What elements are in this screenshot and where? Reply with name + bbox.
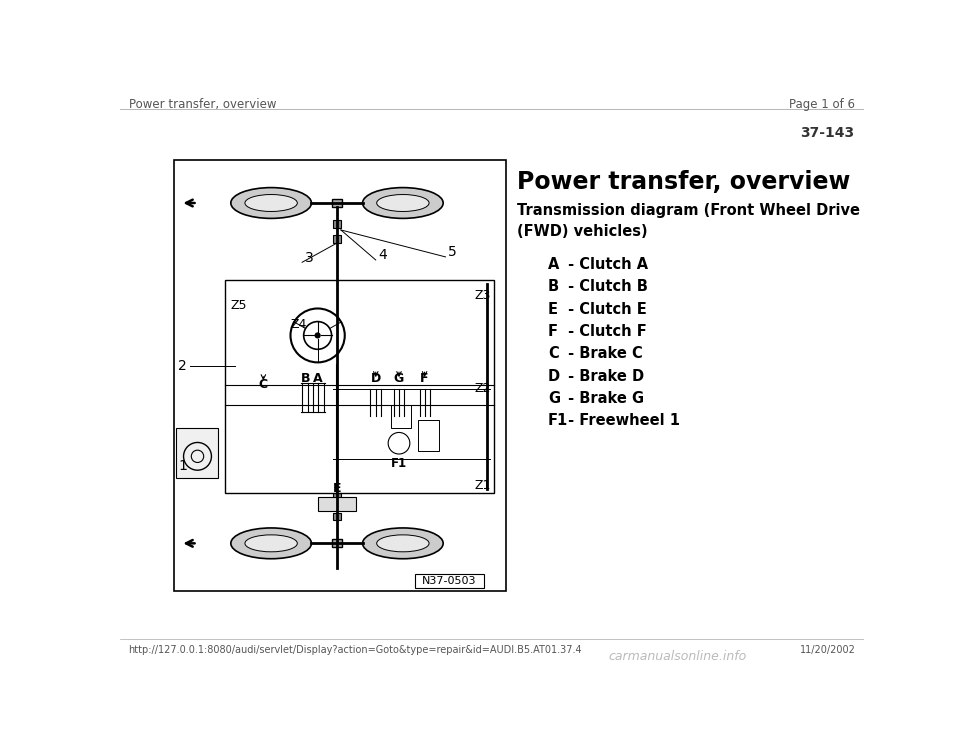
Text: F1: F1 — [391, 457, 407, 470]
Ellipse shape — [230, 528, 311, 559]
Text: D: D — [548, 369, 560, 384]
Text: http://127.0.0.1:8080/audi/servlet/Display?action=Goto&type=repair&id=AUDI.B5.AT: http://127.0.0.1:8080/audi/servlet/Displ… — [128, 645, 582, 655]
Text: Page 1 of 6: Page 1 of 6 — [789, 98, 854, 111]
Text: C: C — [259, 378, 268, 391]
Text: Z3: Z3 — [475, 289, 492, 302]
Text: Power transfer, overview: Power transfer, overview — [130, 98, 276, 111]
Text: 1: 1 — [179, 459, 187, 473]
Text: Power transfer, overview: Power transfer, overview — [516, 170, 851, 194]
Text: E: E — [548, 301, 558, 317]
Text: Transmission diagram (Front Wheel Drive
(FWD) vehicles): Transmission diagram (Front Wheel Drive … — [516, 203, 860, 239]
Text: 3: 3 — [304, 251, 313, 265]
Bar — [318, 497, 356, 511]
Text: - Clutch E: - Clutch E — [564, 301, 647, 317]
Text: B: B — [301, 372, 311, 385]
Text: carmanualsonline.info: carmanualsonline.info — [609, 649, 747, 663]
Text: F: F — [548, 324, 558, 339]
Ellipse shape — [376, 535, 429, 552]
Text: Z2: Z2 — [475, 382, 492, 395]
Bar — [333, 235, 341, 243]
Text: Z5: Z5 — [230, 299, 248, 312]
Text: - Brake C: - Brake C — [564, 347, 643, 361]
Text: A: A — [313, 372, 323, 385]
Bar — [331, 539, 343, 547]
Bar — [333, 493, 341, 501]
Text: - Brake G: - Brake G — [564, 391, 644, 406]
Text: Z1: Z1 — [475, 479, 492, 492]
Text: Z4: Z4 — [291, 318, 307, 332]
Text: 5: 5 — [447, 245, 457, 259]
Text: F: F — [420, 372, 429, 385]
Bar — [331, 199, 343, 207]
Text: G: G — [548, 391, 560, 406]
Bar — [333, 220, 341, 228]
Text: D: D — [371, 372, 381, 385]
Ellipse shape — [376, 194, 429, 211]
Circle shape — [315, 332, 321, 338]
Text: - Clutch A: - Clutch A — [564, 257, 648, 272]
Bar — [175, 160, 506, 591]
Text: C: C — [548, 347, 559, 361]
Text: 4: 4 — [378, 249, 387, 262]
Bar — [418, 420, 440, 451]
Text: - Clutch B: - Clutch B — [564, 279, 648, 295]
Text: - Freewheel 1: - Freewheel 1 — [564, 413, 681, 428]
Bar — [392, 404, 411, 428]
Text: 2: 2 — [179, 359, 187, 373]
Ellipse shape — [363, 188, 444, 218]
Text: G: G — [394, 372, 404, 385]
Bar — [333, 513, 341, 520]
Text: F1: F1 — [548, 413, 568, 428]
Text: - Clutch F: - Clutch F — [564, 324, 647, 339]
Text: 37-143: 37-143 — [801, 126, 854, 140]
Text: E: E — [333, 482, 341, 495]
Bar — [176, 428, 219, 478]
Text: N37-0503: N37-0503 — [422, 576, 476, 586]
Bar — [225, 280, 493, 493]
Bar — [415, 574, 484, 588]
Ellipse shape — [245, 535, 298, 552]
Text: 11/20/2002: 11/20/2002 — [801, 645, 856, 655]
Ellipse shape — [363, 528, 444, 559]
Ellipse shape — [245, 194, 298, 211]
Ellipse shape — [230, 188, 311, 218]
Text: A: A — [548, 257, 559, 272]
Text: B: B — [548, 279, 559, 295]
Text: - Brake D: - Brake D — [564, 369, 644, 384]
